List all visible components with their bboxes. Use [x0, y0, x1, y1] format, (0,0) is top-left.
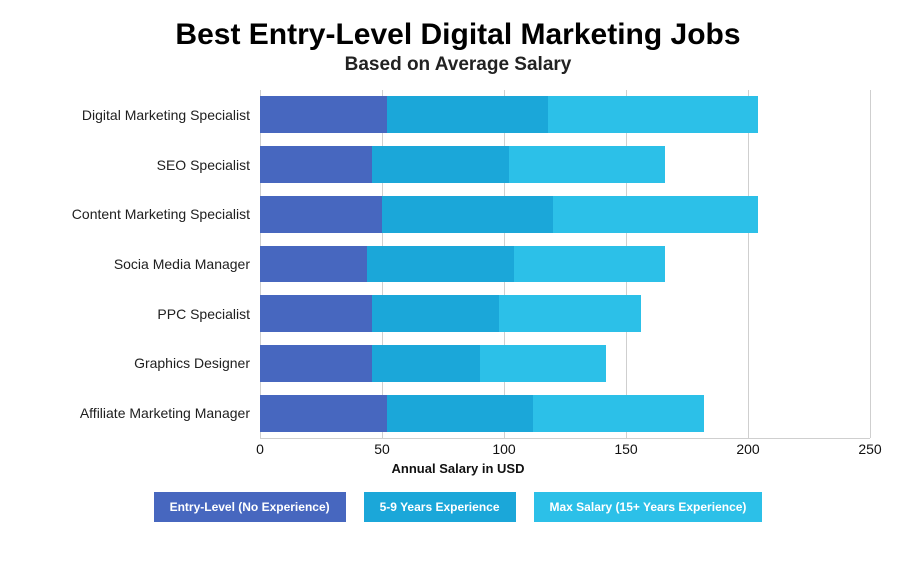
- bar-row: Digital Marketing Specialist: [20, 90, 896, 140]
- bar-row: Content Marketing Specialist: [20, 189, 896, 239]
- stacked-bar: [260, 345, 606, 382]
- category-label: SEO Specialist: [20, 157, 260, 173]
- bar-track: [260, 339, 870, 389]
- bar-segment: [260, 345, 372, 382]
- bar-segment: [548, 96, 758, 133]
- plot-area: Digital Marketing Specialist SEO Speciali…: [20, 90, 896, 470]
- category-label: Content Marketing Specialist: [20, 206, 260, 222]
- legend-item: Entry-Level (No Experience): [154, 492, 346, 522]
- bar-row: Socia Media Manager: [20, 239, 896, 289]
- chart-title: Best Entry-Level Digital Marketing Jobs: [20, 18, 896, 52]
- bar-segment: [514, 246, 665, 283]
- legend-item: Max Salary (15+ Years Experience): [534, 492, 763, 522]
- bar-segment: [260, 295, 372, 332]
- bar-row: Graphics Designer: [20, 339, 896, 389]
- stacked-bar: [260, 146, 665, 183]
- bar-track: [260, 289, 870, 339]
- bar-segment: [260, 246, 367, 283]
- bar-segment: [260, 146, 372, 183]
- bar-segment: [382, 196, 553, 233]
- category-label: Graphics Designer: [20, 355, 260, 371]
- legend-item: 5-9 Years Experience: [364, 492, 516, 522]
- x-axis-baseline: [260, 438, 870, 439]
- bar-row: PPC Specialist: [20, 289, 896, 339]
- category-label: Digital Marketing Specialist: [20, 107, 260, 123]
- bar-segment: [372, 146, 509, 183]
- category-label: PPC Specialist: [20, 306, 260, 322]
- category-label: Affiliate Marketing Manager: [20, 405, 260, 421]
- bar-row: SEO Specialist: [20, 140, 896, 190]
- bar-track: [260, 239, 870, 289]
- stacked-bar: [260, 395, 704, 432]
- x-axis-label: Annual Salary in USD: [20, 461, 896, 476]
- stacked-bar: [260, 246, 665, 283]
- x-tick-label: 150: [614, 441, 637, 457]
- stacked-bar: [260, 196, 758, 233]
- stacked-bar: [260, 96, 758, 133]
- chart-subtitle: Based on Average Salary: [20, 54, 896, 76]
- bar-segment: [553, 196, 758, 233]
- bar-segment: [387, 395, 533, 432]
- bar-track: [260, 189, 870, 239]
- category-label: Socia Media Manager: [20, 256, 260, 272]
- bar-segment: [260, 395, 387, 432]
- bar-segment: [387, 96, 548, 133]
- bar-segment: [509, 146, 665, 183]
- x-tick-label: 0: [256, 441, 264, 457]
- x-ticks: 050100150200250: [260, 441, 870, 459]
- x-tick-label: 50: [374, 441, 390, 457]
- bar-track: [260, 140, 870, 190]
- bar-segment: [480, 345, 607, 382]
- bar-row: Affiliate Marketing Manager: [20, 388, 896, 438]
- bar-segment: [367, 246, 513, 283]
- bar-track: [260, 388, 870, 438]
- bar-segment: [260, 96, 387, 133]
- bar-segment: [533, 395, 704, 432]
- x-tick-label: 200: [736, 441, 759, 457]
- x-tick-label: 250: [858, 441, 881, 457]
- bar-segment: [260, 196, 382, 233]
- chart-container: Best Entry-Level Digital Marketing Jobs …: [0, 0, 916, 573]
- bar-segment: [372, 345, 479, 382]
- bar-track: [260, 90, 870, 140]
- bar-rows: Digital Marketing Specialist SEO Speciali…: [20, 90, 896, 438]
- legend: Entry-Level (No Experience) 5-9 Years Exp…: [20, 492, 896, 522]
- bar-segment: [499, 295, 641, 332]
- bar-segment: [372, 295, 499, 332]
- x-tick-label: 100: [492, 441, 515, 457]
- stacked-bar: [260, 295, 641, 332]
